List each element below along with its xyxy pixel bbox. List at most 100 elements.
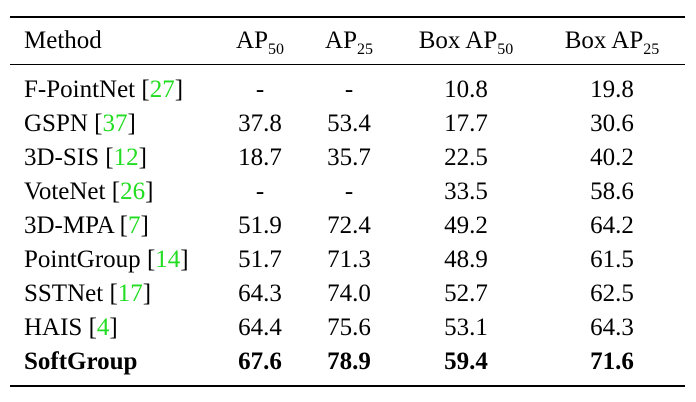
box-ap50-value: 10.8 (444, 76, 488, 103)
results-table: Method AP50 AP25 Box AP50 Box AP25 F-Poi… (10, 16, 685, 387)
ap25-value: 78.9 (327, 348, 371, 375)
ap50-value: 18.7 (238, 144, 282, 171)
box-ap50-value: 22.5 (444, 144, 488, 171)
method-cell: GSPN [37] (10, 107, 215, 141)
box-ap50-value: 48.9 (444, 246, 488, 273)
header-box-ap50-base: Box AP (418, 27, 498, 54)
ap25-value: - (344, 76, 354, 103)
ap50-value: - (255, 76, 265, 103)
citation-close-bracket: ] (180, 246, 189, 273)
ap50-value: 64.4 (238, 314, 282, 341)
ap25-value: 75.6 (327, 314, 371, 341)
box-ap50-value: 53.1 (444, 314, 488, 341)
header-ap25-base: AP (325, 27, 357, 54)
box-ap25-value: 61.5 (590, 246, 634, 273)
header-box-ap50-sub: 50 (497, 41, 514, 58)
method-cell: VoteNet [26] (10, 175, 215, 209)
citation-close-bracket: ] (145, 178, 154, 205)
citation-open-bracket: [ (140, 246, 156, 273)
method-cell: SSTNet [17] (10, 277, 215, 311)
ap50-value: - (255, 178, 265, 205)
box-ap50-value: 52.7 (444, 280, 488, 307)
box-ap25-value: 64.3 (590, 314, 634, 341)
table-row: PointGroup [14] 51.7 71.3 48.9 61.5 (10, 243, 685, 277)
ap25-value: 74.0 (327, 280, 371, 307)
citation-link[interactable]: 14 (155, 246, 181, 273)
citation-close-bracket: ] (140, 212, 149, 239)
table-row: HAIS [4] 64.4 75.6 53.1 64.3 (10, 311, 685, 345)
table-row: SoftGroup 67.6 78.9 59.4 71.6 (10, 345, 685, 386)
ap50-value: 51.7 (238, 246, 282, 273)
citation-close-bracket: ] (174, 76, 184, 103)
ap50-value: 67.6 (238, 348, 282, 375)
method-cell: 3D-SIS [12] (10, 141, 215, 175)
header-ap50-base: AP (236, 27, 268, 54)
method-name: HAIS (24, 314, 83, 341)
method-name: F-PointNet (24, 76, 136, 103)
method-cell: HAIS [4] (10, 311, 215, 345)
method-name: 3D-SIS (24, 144, 100, 171)
method-cell: 3D-MPA [7] (10, 209, 215, 243)
citation-link[interactable]: 27 (149, 76, 175, 103)
citation-close-bracket: ] (142, 280, 152, 307)
table-row: F-PointNet [27] - - 10.8 19.8 (10, 65, 685, 108)
box-ap50-value: 59.4 (444, 348, 488, 375)
citation-link[interactable]: 7 (127, 212, 141, 239)
box-ap25-value: 40.2 (590, 144, 634, 171)
citation-open-bracket: [ (82, 314, 97, 341)
box-ap25-value: 71.6 (590, 348, 634, 375)
citation-link[interactable]: 37 (102, 110, 128, 137)
method-name: GSPN (24, 110, 88, 137)
box-ap50-value: 17.7 (444, 110, 488, 137)
table-row: 3D-SIS [12] 18.7 35.7 22.5 40.2 (10, 141, 685, 175)
header-box-ap25-base: Box AP (564, 27, 644, 54)
citation-close-bracket: ] (109, 314, 118, 341)
method-name: SSTNet (24, 280, 104, 307)
citation-link[interactable]: 12 (113, 144, 139, 171)
ap25-value: 71.3 (327, 246, 371, 273)
table-row: GSPN [37] 37.8 53.4 17.7 30.6 (10, 107, 685, 141)
header-method: Method (24, 27, 102, 54)
table-body: F-PointNet [27] - - 10.8 19.8 GSPN [37] 37.8 53… (10, 65, 685, 386)
ap50-value: 64.3 (238, 280, 282, 307)
citation-link[interactable]: 4 (96, 314, 110, 341)
citation-open-bracket: [ (103, 280, 118, 307)
citation-open-bracket: [ (87, 110, 103, 137)
header-ap50: AP50 (215, 17, 305, 65)
box-ap50-value: 49.2 (444, 212, 488, 239)
header-ap25: AP25 (305, 17, 393, 65)
header-box-ap50: Box AP50 (393, 17, 539, 65)
citation-open-bracket: [ (135, 76, 150, 103)
method-name: VoteNet (24, 178, 106, 205)
method-cell: SoftGroup (10, 345, 215, 386)
citation-close-bracket: ] (127, 110, 136, 137)
method-cell: F-PointNet [27] (10, 65, 215, 108)
ap25-value: 72.4 (327, 212, 371, 239)
citation-close-bracket: ] (138, 144, 147, 171)
citation-link[interactable]: 26 (120, 178, 146, 205)
citation-link[interactable]: 17 (117, 280, 143, 307)
method-name: PointGroup (24, 246, 141, 273)
header-ap50-sub: 50 (267, 41, 284, 58)
method-name: 3D-MPA (24, 212, 114, 239)
ap25-value: - (344, 178, 354, 205)
header-row: Method AP50 AP25 Box AP50 Box AP25 (10, 17, 685, 65)
table-row: SSTNet [17] 64.3 74.0 52.7 62.5 (10, 277, 685, 311)
citation-open-bracket: [ (113, 212, 128, 239)
table-row: VoteNet [26] - - 33.5 58.6 (10, 175, 685, 209)
ap25-value: 53.4 (327, 110, 371, 137)
box-ap25-value: 19.8 (590, 76, 634, 103)
results-table-container: Method AP50 AP25 Box AP50 Box AP25 F-Poi… (10, 16, 685, 387)
ap50-value: 51.9 (238, 212, 282, 239)
box-ap25-value: 64.2 (590, 212, 634, 239)
header-box-ap25-sub: 25 (643, 41, 660, 58)
header-ap25-sub: 25 (356, 41, 373, 58)
table-header: Method AP50 AP25 Box AP50 Box AP25 (10, 17, 685, 65)
box-ap25-value: 62.5 (590, 280, 634, 307)
ap50-value: 37.8 (238, 110, 282, 137)
method-name: SoftGroup (24, 348, 138, 375)
box-ap25-value: 30.6 (590, 110, 634, 137)
box-ap25-value: 58.6 (590, 178, 634, 205)
ap25-value: 35.7 (327, 144, 371, 171)
citation-open-bracket: [ (105, 178, 121, 205)
